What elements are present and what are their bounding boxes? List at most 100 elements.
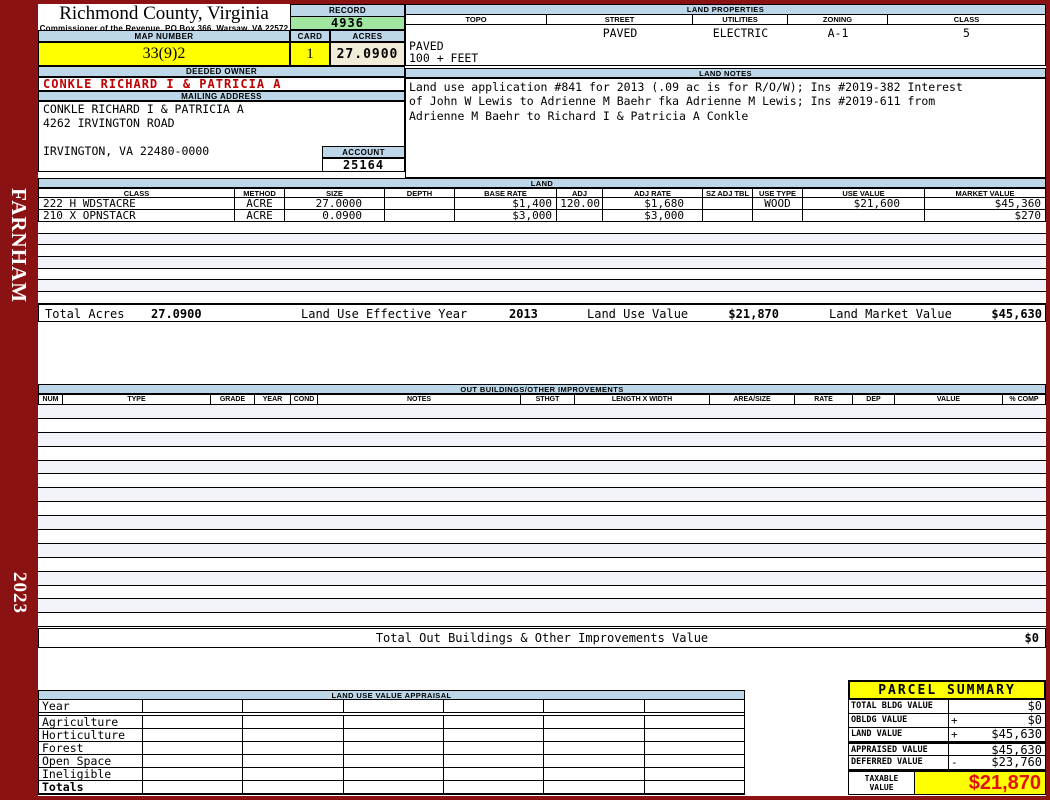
appraisal-cells bbox=[143, 742, 744, 755]
appraisal-cell bbox=[143, 755, 244, 768]
appraisal-row-label: Totals bbox=[39, 781, 143, 794]
appraisal-cell bbox=[544, 700, 645, 713]
outbuildings-column-headers: NUM TYPE GRADE YEAR COND NOTES STHGT LEN… bbox=[38, 394, 1046, 405]
column-header: DEPTH bbox=[385, 188, 455, 198]
empty-row bbox=[38, 269, 1046, 281]
cell-adj-rate: $1,680 bbox=[603, 198, 703, 210]
record-header: RECORD bbox=[290, 4, 405, 17]
cell-sz-adj-tbl bbox=[703, 210, 753, 222]
empty-row bbox=[38, 488, 1046, 503]
appraisal-cell bbox=[644, 755, 744, 768]
land-properties-section: LAND PROPERTIES TOPO STREET UTILITIES ZO… bbox=[405, 4, 1046, 66]
appraisal-cell bbox=[544, 781, 645, 794]
column-header: GRADE bbox=[211, 394, 255, 405]
empty-row bbox=[38, 432, 1046, 447]
column-header: TYPE bbox=[63, 394, 211, 405]
cell-base-rate: $3,000 bbox=[455, 210, 557, 222]
column-header: ZONING bbox=[788, 15, 888, 25]
taxable-value-label: TAXABLE VALUE bbox=[849, 772, 915, 794]
appraisal-cell bbox=[143, 742, 244, 755]
topo-value bbox=[406, 25, 547, 40]
empty-row bbox=[38, 460, 1046, 475]
summary-operator bbox=[949, 700, 962, 714]
cell-method: ACRE bbox=[235, 198, 285, 210]
appraisal-cell bbox=[243, 700, 344, 713]
appraisal-row-label: Forest bbox=[39, 742, 143, 755]
cell-base-rate: $1,400 bbox=[455, 198, 557, 210]
taxable-value: $21,870 bbox=[915, 772, 1045, 794]
appraisal-cell bbox=[544, 729, 645, 742]
column-header: TOPO bbox=[406, 15, 547, 25]
appraisal-cells bbox=[143, 716, 744, 729]
cell-use-type bbox=[753, 210, 803, 222]
column-header: YEAR bbox=[255, 394, 291, 405]
total-acres-label: Total Acres bbox=[45, 307, 125, 321]
empty-row bbox=[38, 419, 1046, 433]
summary-value: $23,760 bbox=[962, 756, 1046, 770]
column-header: BASE RATE bbox=[455, 188, 557, 198]
empty-row bbox=[38, 502, 1046, 517]
empty-row bbox=[38, 558, 1046, 572]
cell-adj bbox=[557, 210, 603, 222]
column-header: NOTES bbox=[318, 394, 521, 405]
column-header: ADJ RATE bbox=[603, 188, 703, 198]
appraisal-cell bbox=[644, 742, 744, 755]
appraisal-cell bbox=[243, 755, 344, 768]
appraisal-cell bbox=[243, 729, 344, 742]
summary-label: TOTAL BLDG VALUE bbox=[849, 700, 949, 714]
street-value: PAVED bbox=[602, 25, 638, 40]
appraisal-cell bbox=[544, 755, 645, 768]
empty-row bbox=[38, 474, 1046, 489]
summary-value: $45,630 bbox=[962, 744, 1046, 757]
appraisal-cell bbox=[544, 742, 645, 755]
land-empty-rows bbox=[38, 222, 1046, 304]
appraisal-row: Year bbox=[39, 700, 744, 713]
appraisal-cell bbox=[644, 781, 744, 794]
mailing-address-header: MAILING ADDRESS bbox=[38, 91, 405, 101]
outbuildings-total-value: $0 bbox=[1024, 631, 1039, 645]
appraisal-title: LAND USE VALUE APPRAISAL bbox=[38, 690, 745, 700]
appraisal-cell bbox=[443, 729, 545, 742]
outbuildings-total-row: Total Out Buildings & Other Improvements… bbox=[38, 628, 1046, 648]
address-line: CONKLE RICHARD I & PATRICIA A bbox=[43, 102, 244, 116]
column-header: USE TYPE bbox=[753, 188, 803, 198]
cell-adj-rate: $3,000 bbox=[603, 210, 703, 222]
account-value: 25164 bbox=[322, 158, 405, 172]
land-totals-row: Total Acres 27.0900 Land Use Effective Y… bbox=[38, 304, 1046, 322]
year-label: 2023 bbox=[9, 571, 30, 614]
record-card-content: Richmond County, Virginia Commissioner o… bbox=[38, 4, 1046, 796]
appraisal-row-label: Agriculture bbox=[39, 716, 143, 729]
appraisal-cell bbox=[143, 768, 244, 781]
appraisal-row-label: Horticulture bbox=[39, 729, 143, 742]
empty-row bbox=[38, 543, 1046, 558]
acres-value: 27.0900 bbox=[330, 42, 405, 66]
column-header: NUM bbox=[38, 394, 63, 405]
empty-row bbox=[38, 516, 1046, 531]
summary-row: TOTAL BLDG VALUE $0 bbox=[848, 700, 1046, 714]
empty-row bbox=[38, 280, 1046, 293]
empty-row bbox=[38, 222, 1046, 234]
land-market-value: $45,630 bbox=[991, 307, 1042, 321]
summary-value: $0 bbox=[962, 700, 1046, 714]
address-line: IRVINGTON, VA 22480-0000 bbox=[43, 144, 210, 158]
summary-operator bbox=[949, 744, 962, 756]
effective-year-label: Land Use Effective Year bbox=[301, 307, 468, 321]
appraisal-cell bbox=[443, 700, 545, 713]
appraisal-cell bbox=[243, 716, 344, 729]
column-header: COND bbox=[291, 394, 318, 405]
cell-sz-adj-tbl bbox=[703, 198, 753, 210]
cell-use-type: WOOD bbox=[753, 198, 803, 210]
land-use-value: $21,870 bbox=[728, 307, 779, 321]
appraisal-cell bbox=[644, 716, 744, 729]
cell-market-value: $45,360 bbox=[925, 198, 1046, 210]
land-notes-line: Adrienne M Baehr to Richard I & Patricia… bbox=[409, 108, 749, 123]
appraisal-cell bbox=[343, 755, 444, 768]
empty-row bbox=[38, 447, 1046, 461]
acres-header: ACRES bbox=[330, 30, 405, 42]
appraisal-cell bbox=[644, 700, 744, 713]
address-line bbox=[39, 130, 404, 144]
appraisal-cells bbox=[143, 781, 744, 794]
class-value: 5 bbox=[963, 25, 970, 40]
summary-label: APPRAISED VALUE bbox=[849, 744, 949, 756]
appraisal-cell bbox=[343, 781, 444, 794]
